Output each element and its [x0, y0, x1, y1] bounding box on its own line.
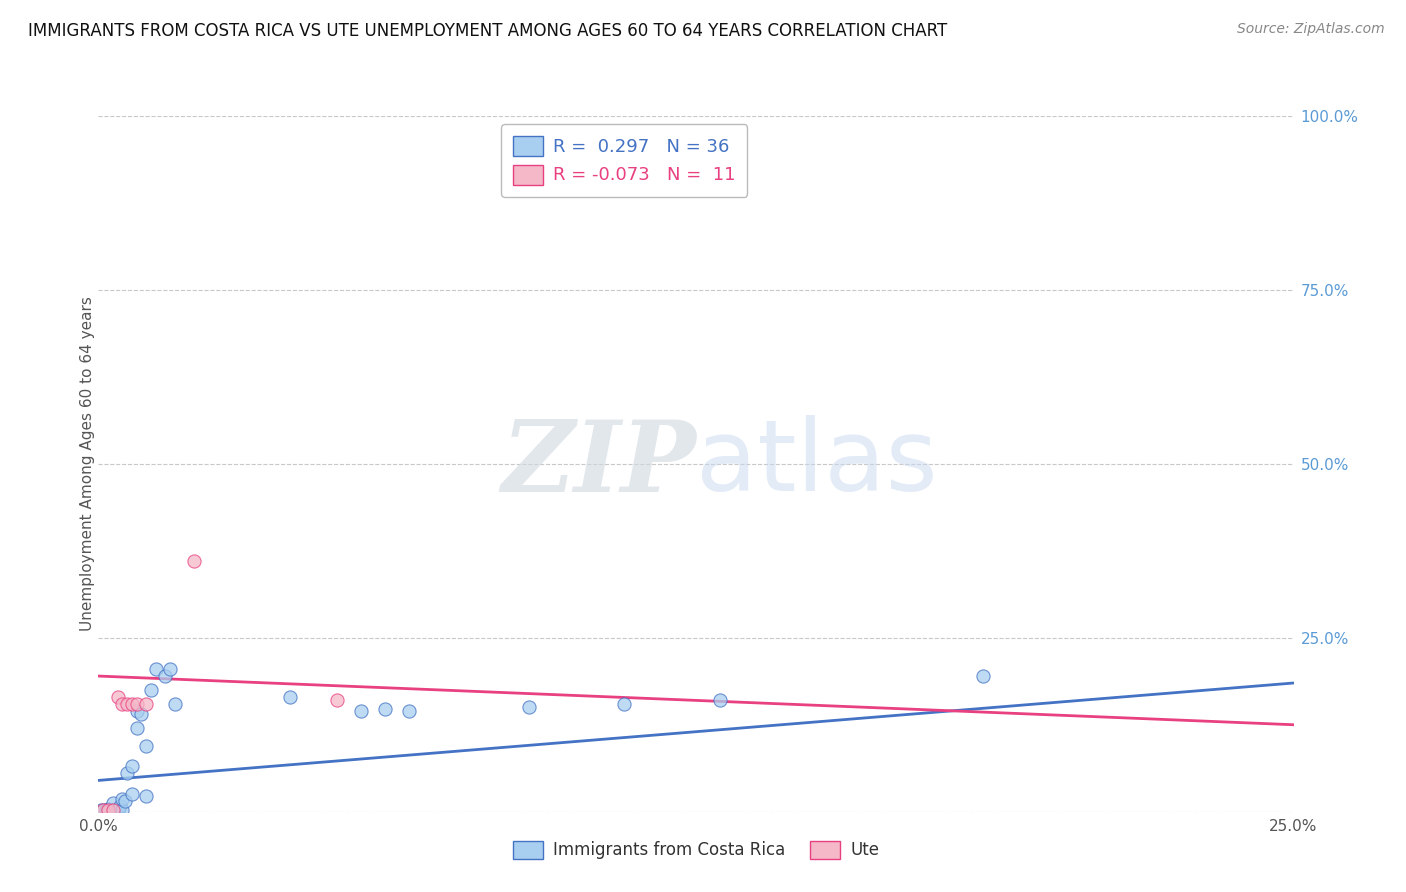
Point — [163, 697, 186, 711]
Point — [326, 693, 349, 707]
Point — [131, 707, 153, 722]
Point — [517, 700, 540, 714]
Point — [114, 794, 136, 808]
Point — [101, 797, 124, 811]
Point — [135, 739, 157, 753]
Point — [107, 803, 129, 817]
Point — [972, 669, 994, 683]
Point — [374, 702, 396, 716]
Point — [398, 704, 420, 718]
Point — [350, 704, 373, 718]
Point — [107, 690, 129, 704]
Point — [107, 803, 129, 817]
Point — [97, 803, 120, 817]
Point — [97, 803, 120, 817]
Point — [125, 697, 148, 711]
Point — [139, 683, 162, 698]
Y-axis label: Unemployment Among Ages 60 to 64 years: Unemployment Among Ages 60 to 64 years — [80, 296, 94, 632]
Text: Source: ZipAtlas.com: Source: ZipAtlas.com — [1237, 22, 1385, 37]
Point — [94, 803, 117, 817]
Point — [111, 792, 134, 806]
Text: ZIP: ZIP — [501, 416, 696, 512]
Point — [111, 803, 134, 817]
Text: atlas: atlas — [696, 416, 938, 512]
Point — [121, 788, 143, 801]
Legend: Immigrants from Costa Rica, Ute: Immigrants from Costa Rica, Ute — [506, 834, 886, 866]
Point — [97, 802, 120, 816]
Point — [135, 697, 157, 711]
Point — [155, 669, 177, 683]
Point — [183, 554, 205, 568]
Point — [135, 789, 157, 804]
Point — [121, 697, 143, 711]
Point — [159, 662, 181, 676]
Point — [91, 803, 114, 817]
Point — [613, 697, 636, 711]
Point — [115, 766, 138, 780]
Point — [101, 803, 124, 817]
Point — [98, 803, 122, 817]
Point — [278, 690, 301, 704]
Point — [104, 803, 127, 817]
Point — [121, 759, 143, 773]
Point — [125, 721, 148, 735]
Text: IMMIGRANTS FROM COSTA RICA VS UTE UNEMPLOYMENT AMONG AGES 60 TO 64 YEARS CORRELA: IMMIGRANTS FROM COSTA RICA VS UTE UNEMPL… — [28, 22, 948, 40]
Point — [111, 697, 134, 711]
Point — [709, 693, 731, 707]
Point — [90, 803, 112, 817]
Point — [91, 803, 114, 817]
Point — [125, 704, 148, 718]
Point — [145, 662, 167, 676]
Point — [108, 799, 131, 814]
Point — [115, 697, 138, 711]
Point — [101, 803, 124, 817]
